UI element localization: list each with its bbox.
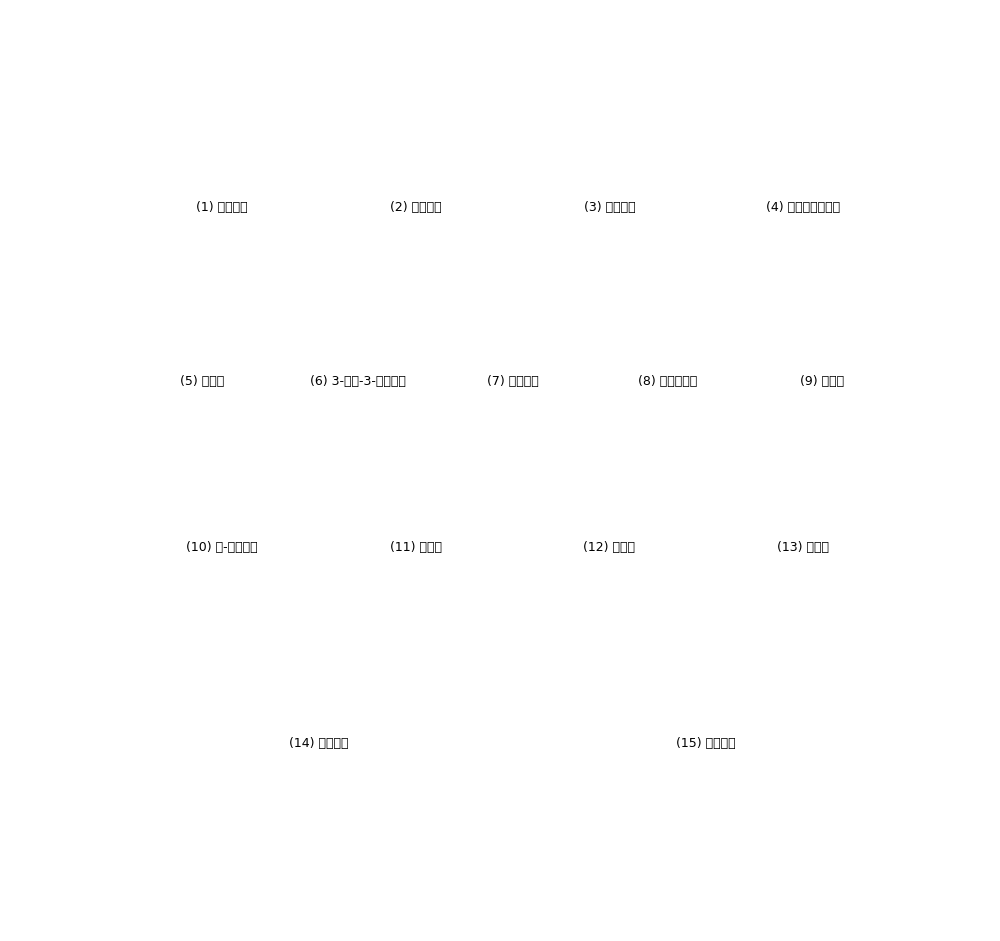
- Text: (8) 二苯乙醇酮: (8) 二苯乙醇酮: [638, 375, 697, 388]
- Text: (2) 普萸洛尔: (2) 普萸洛尔: [390, 200, 441, 214]
- Text: (10) 反-氧化苪烯: (10) 反-氧化苪烯: [186, 541, 258, 554]
- Text: (14) 佐匹克隆: (14) 佐匹克隆: [289, 737, 349, 750]
- Text: (6) 3-氨基-3-苯基丙酸: (6) 3-氨基-3-苯基丙酸: [310, 375, 405, 388]
- Text: (15) 苄氟噎崧: (15) 苄氟噎崧: [676, 737, 736, 750]
- Text: (9) 吵啹酮: (9) 吵啹酮: [800, 375, 845, 388]
- Text: (12) 阿托品: (12) 阿托品: [583, 541, 635, 554]
- Text: (4) 异丙基肾上腺素: (4) 异丙基肾上腺素: [766, 200, 840, 214]
- Text: (1) 吵啖洛尔: (1) 吵啖洛尔: [196, 200, 248, 214]
- Text: (13) 雷诺崧: (13) 雷诺崧: [777, 541, 829, 554]
- Text: (3) 阿普洛尔: (3) 阿普洛尔: [584, 200, 635, 214]
- Text: (7) 苯丙氨醇: (7) 苯丙氨醇: [487, 375, 538, 388]
- Text: (5) 苯乙胺: (5) 苯乙胺: [180, 375, 225, 388]
- Text: (11) 黄烷酮: (11) 黄烷酮: [390, 541, 442, 554]
